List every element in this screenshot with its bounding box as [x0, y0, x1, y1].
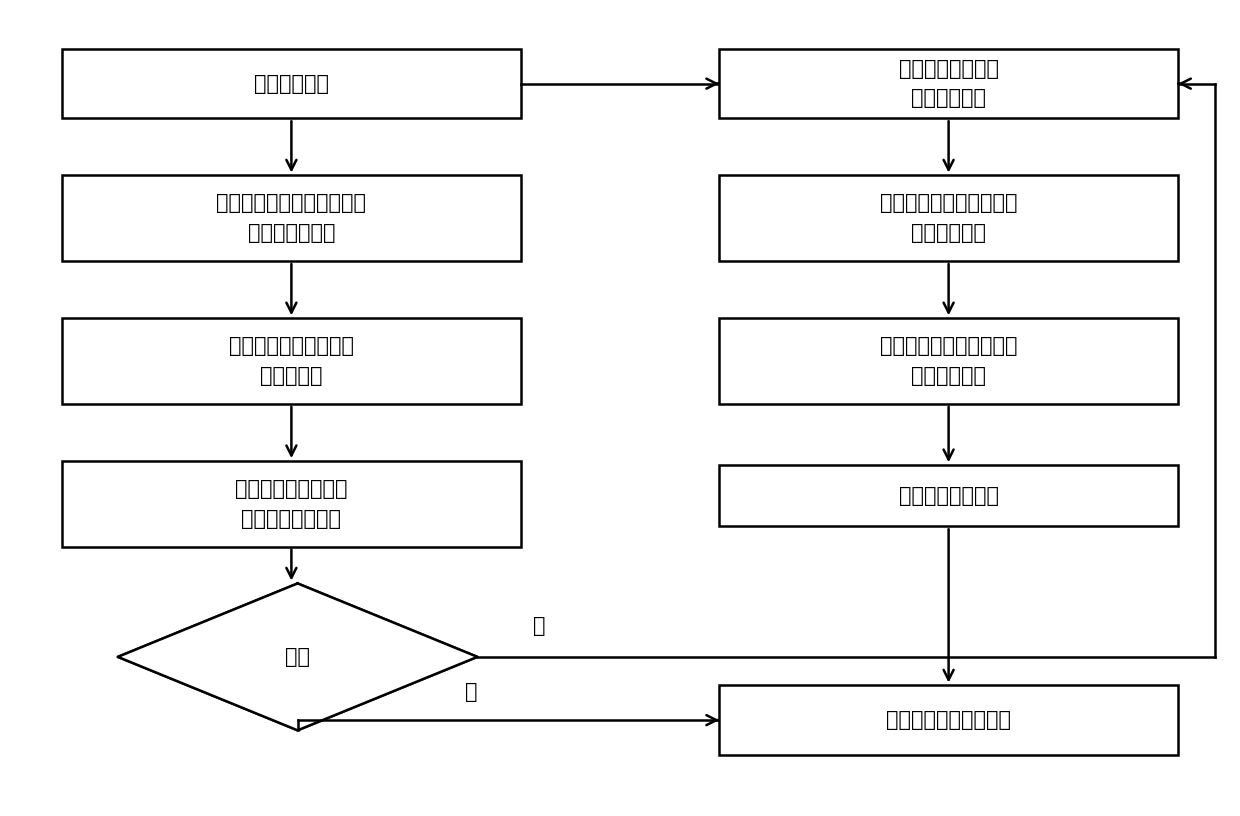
- Text: 比较各关键工况下的
最优通道布局结构: 比较各关键工况下的 最优通道布局结构: [236, 479, 347, 529]
- Bar: [62, 175, 521, 261]
- Text: 计算每一关键工况下的
最佳换热量: 计算每一关键工况下的 最佳换热量: [229, 336, 353, 386]
- Text: 计算各关键工况的
通道布局系数: 计算各关键工况的 通道布局系数: [899, 59, 998, 109]
- Text: 确定各关键工况下换热器和
流体的设计参数: 确定各关键工况下换热器和 流体的设计参数: [217, 193, 366, 243]
- Bar: [719, 49, 1178, 118]
- Bar: [62, 49, 521, 118]
- Text: 通道布局优化设计: 通道布局优化设计: [899, 486, 998, 506]
- Text: 确定通道数目: 确定通道数目: [254, 73, 329, 94]
- Bar: [62, 461, 521, 547]
- Bar: [719, 685, 1178, 755]
- Text: 否: 否: [533, 616, 546, 636]
- Bar: [62, 318, 521, 404]
- Polygon shape: [118, 583, 477, 730]
- Text: 确定最优通道布局形式: 确定最优通道布局形式: [887, 710, 1011, 730]
- Text: 确定多工况下的通道布局
协调设计空间: 确定多工况下的通道布局 协调设计空间: [880, 193, 1017, 243]
- Bar: [719, 175, 1178, 261]
- Text: 定义多工况下的通道布局
优化设计函数: 定义多工况下的通道布局 优化设计函数: [880, 336, 1017, 386]
- Text: 是: 是: [465, 682, 477, 702]
- Bar: [719, 465, 1178, 526]
- Bar: [719, 318, 1178, 404]
- Text: 相同: 相同: [285, 647, 310, 667]
